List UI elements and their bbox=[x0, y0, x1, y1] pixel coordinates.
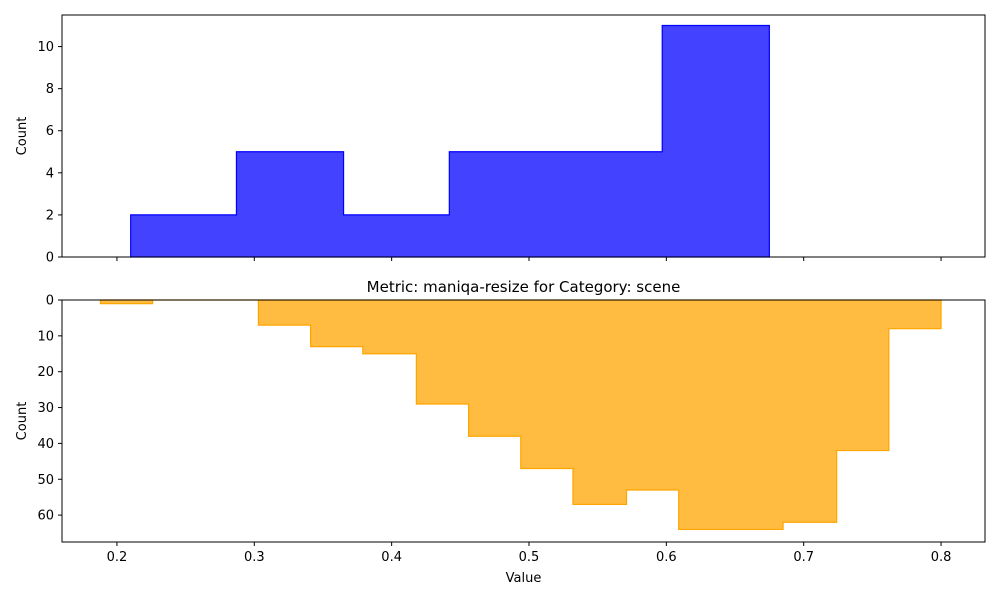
bottom-x-tick-label: 0.4 bbox=[381, 550, 402, 565]
top-y-tick-label: 6 bbox=[46, 124, 54, 139]
bottom-histogram-area bbox=[99, 299, 942, 531]
top-histogram-area bbox=[130, 24, 770, 258]
bottom-y-tick-label: 20 bbox=[37, 365, 54, 380]
bottom-y-tick-label: 50 bbox=[37, 473, 54, 488]
bottom-x-tick-label: 0.5 bbox=[519, 550, 540, 565]
bottom-y-tick-label: 30 bbox=[37, 401, 54, 416]
bottom-x-tick-label: 0.2 bbox=[107, 550, 128, 565]
bottom-x-tick-label: 0.7 bbox=[793, 550, 814, 565]
top-y-axis-label: Count bbox=[15, 117, 30, 156]
top-y-tick-label: 10 bbox=[37, 40, 54, 55]
top-axes-frame bbox=[61, 14, 986, 258]
bottom-y-tick-label: 60 bbox=[37, 509, 54, 524]
bottom-y-tick-label: 40 bbox=[37, 437, 54, 452]
bottom-x-axis-label: Value bbox=[506, 571, 542, 586]
bottom-y-tick-label: 10 bbox=[37, 329, 54, 344]
bottom-axes-frame bbox=[61, 299, 986, 543]
top-y-tick-label: 2 bbox=[46, 208, 54, 223]
bottom-x-tick-label: 0.3 bbox=[244, 550, 265, 565]
bottom-histogram-panel: 0.2 0.3 0.4 0.5 0.6 0.7 0.8 0 10 20 30 40 50 60 Count V… bbox=[15, 278, 986, 586]
top-y-tick-label: 0 bbox=[46, 251, 54, 266]
top-histogram-panel: 0 2 4 6 8 10 Count bbox=[15, 14, 986, 266]
top-y-tick-label: 4 bbox=[46, 166, 54, 181]
bottom-chart-title: Metric: maniqa-resize for Category: scen… bbox=[367, 278, 681, 296]
bottom-x-tick-label: 0.8 bbox=[931, 550, 952, 565]
top-y-tick-label: 8 bbox=[46, 82, 54, 97]
bottom-y-tick-label: 0 bbox=[46, 294, 54, 309]
bottom-x-tick-label: 0.6 bbox=[656, 550, 677, 565]
bottom-y-axis-label: Count bbox=[15, 402, 30, 441]
